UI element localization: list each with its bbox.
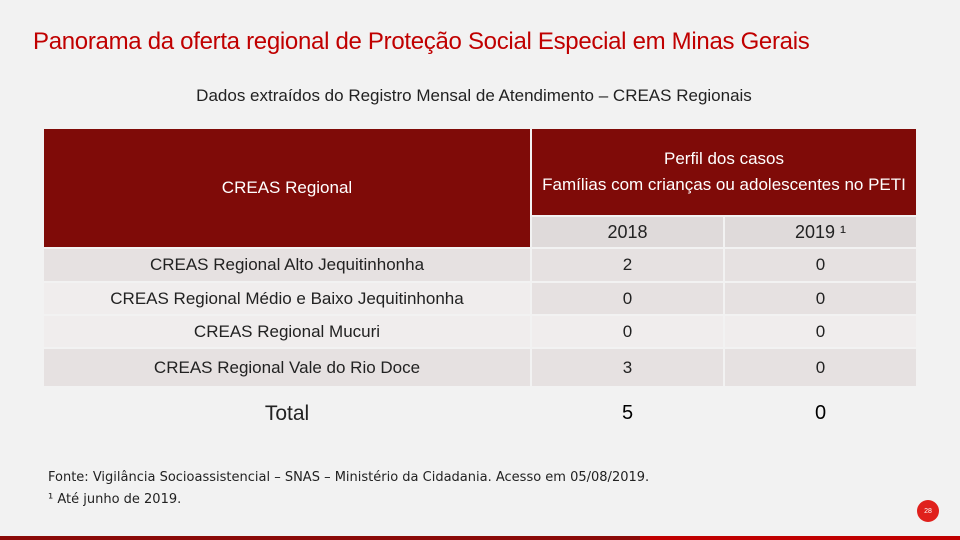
value-2018: 0	[530, 314, 725, 349]
column-header-perfil: Perfil dos casos Famílias com crianças o…	[530, 127, 918, 217]
value-2019: 0	[723, 314, 918, 349]
table-row: CREAS Regional Alto Jequitinhonha 2 0	[42, 247, 918, 283]
table-row: CREAS Regional Mucuri 0 0	[42, 314, 918, 349]
column-header-creas: CREAS Regional	[42, 127, 532, 249]
row-name: CREAS Regional Vale do Rio Doce	[42, 347, 532, 388]
data-table: CREAS Regional Perfil dos casos Famílias…	[42, 127, 918, 441]
value-2018: 2	[530, 247, 725, 283]
bottom-accent-bar-dark	[0, 536, 640, 540]
total-row: Total 5 0	[42, 386, 918, 441]
year-note: ¹ Até junho de 2019.	[48, 492, 182, 507]
total-label: Total	[42, 386, 532, 441]
slide-subtitle: Dados extraídos do Registro Mensal de At…	[196, 86, 752, 105]
table-row: CREAS Regional Vale do Rio Doce 3 0	[42, 347, 918, 388]
table-row: CREAS Regional Médio e Baixo Jequitinhon…	[42, 281, 918, 316]
footnote: Fonte: Vigilância Socioassistencial – SN…	[48, 467, 649, 511]
page-number: 28	[917, 500, 939, 522]
slide-title: Panorama da oferta regional de Proteção …	[33, 28, 810, 55]
row-name: CREAS Regional Mucuri	[42, 314, 532, 349]
row-name: CREAS Regional Alto Jequitinhonha	[42, 247, 532, 283]
total-2019: 0	[723, 386, 918, 441]
total-2018: 5	[530, 386, 725, 441]
year-header-2019: 2019 ¹	[723, 215, 918, 249]
year-header-2018: 2018	[530, 215, 725, 249]
source-note: Fonte: Vigilância Socioassistencial – SN…	[48, 470, 650, 485]
row-name: CREAS Regional Médio e Baixo Jequitinhon…	[42, 281, 532, 316]
value-2018: 0	[530, 281, 725, 316]
value-2019: 0	[723, 347, 918, 388]
value-2018: 3	[530, 347, 725, 388]
value-2019: 0	[723, 281, 918, 316]
value-2019: 0	[723, 247, 918, 283]
